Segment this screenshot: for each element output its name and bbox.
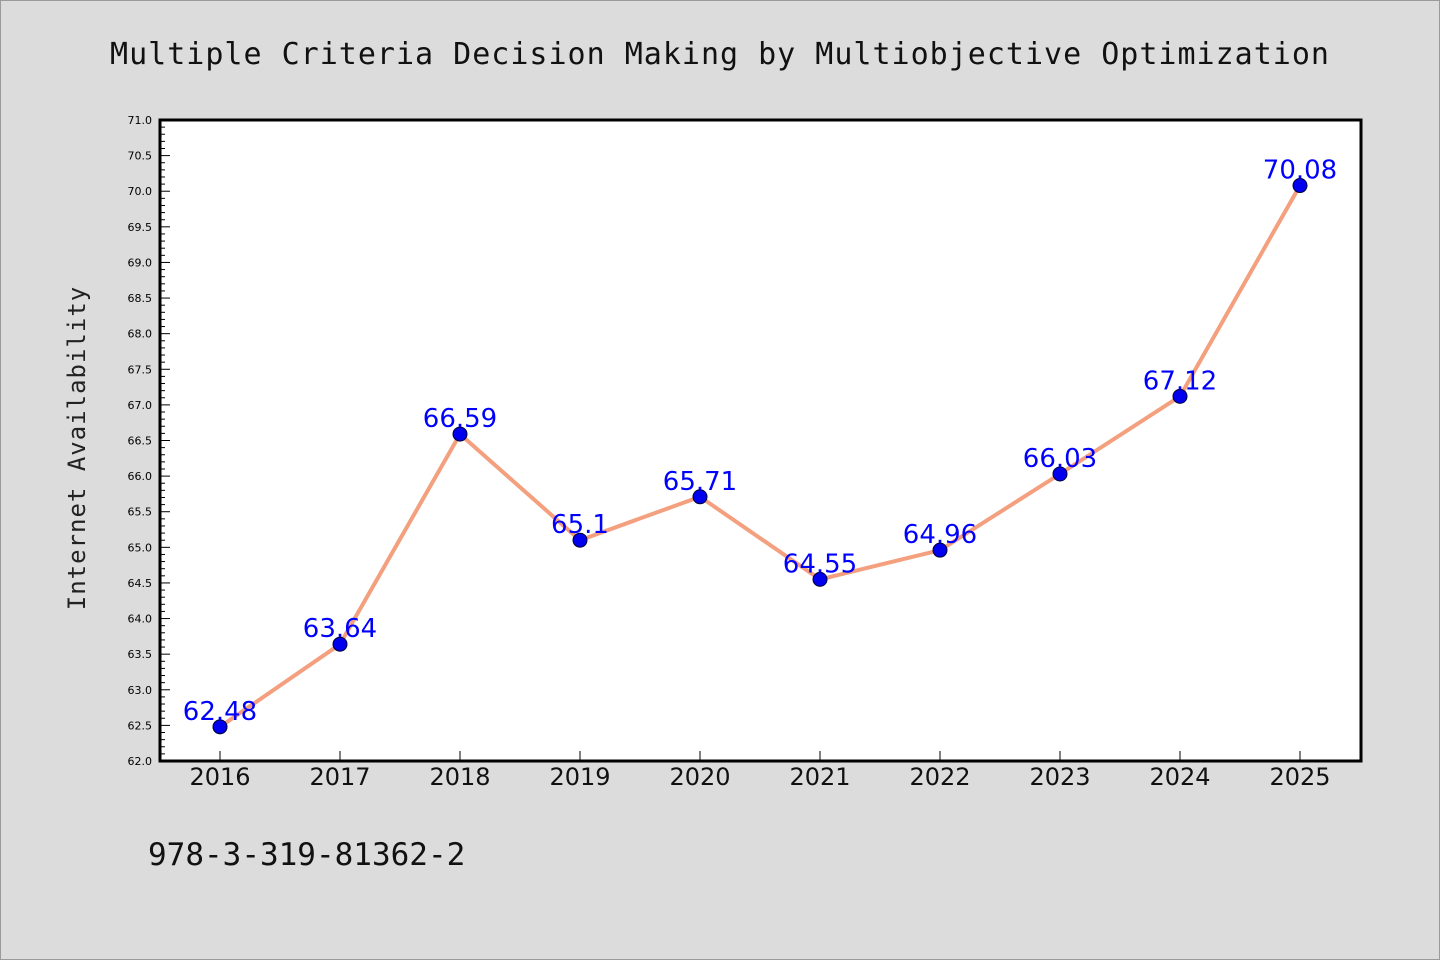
data-point — [932, 542, 948, 558]
y-tick-label: 69.5 — [128, 221, 153, 234]
y-tick-label: 63.5 — [128, 648, 153, 661]
data-point — [812, 571, 828, 587]
y-tick-label: 62.5 — [128, 719, 153, 732]
data-point — [1172, 388, 1188, 404]
data-label: 64.96 — [903, 520, 977, 550]
x-tick-label: 2023 — [1029, 763, 1090, 791]
x-tick-label: 2021 — [789, 763, 850, 791]
y-tick-label: 67.5 — [128, 363, 153, 376]
plot-area — [160, 120, 1361, 761]
y-tick-label: 66.5 — [128, 435, 153, 448]
data-label: 66.59 — [423, 404, 497, 434]
data-point — [1052, 466, 1068, 482]
x-tick-label: 2019 — [549, 763, 610, 791]
data-label: 62.48 — [183, 697, 257, 727]
y-tick-label: 68.5 — [128, 292, 153, 305]
y-ticks: 62.0 62.5 63.0 63.5 64.0 64.5 65.0 65.5 66.0 66.5… — [128, 114, 170, 768]
y-tick-label: 70.0 — [128, 185, 153, 198]
y-tick-label: 68.0 — [128, 328, 153, 341]
y-tick-label: 70.5 — [128, 150, 153, 163]
data-point — [572, 532, 588, 548]
x-tick-label: 2016 — [189, 763, 250, 791]
x-tick-label: 2025 — [1269, 763, 1330, 791]
x-tick-label: 2018 — [429, 763, 490, 791]
data-point — [452, 426, 468, 442]
data-point — [1292, 178, 1308, 194]
data-label: 67.12 — [1143, 366, 1217, 396]
y-tick-label: 65.0 — [128, 541, 153, 554]
y-tick-label: 67.0 — [128, 399, 153, 412]
x-ticks: 2016 2017 2018 2019 2020 2021 2022 2023 2024 2025 — [189, 751, 1331, 791]
chart-title: Multiple Criteria Decision Making by Mul… — [110, 37, 1330, 72]
data-label: 65.1 — [551, 510, 609, 540]
x-tick-label: 2017 — [309, 763, 370, 791]
y-tick-label: 69.0 — [128, 256, 153, 269]
y-tick-label: 64.0 — [128, 613, 153, 626]
x-tick-label: 2020 — [669, 763, 730, 791]
data-point — [212, 719, 228, 735]
data-label: 64.55 — [783, 549, 857, 579]
data-point — [332, 636, 348, 652]
y-tick-label: 63.0 — [128, 684, 153, 697]
y-tick-label: 62.0 — [128, 755, 153, 768]
plot-border — [158, 118, 1363, 763]
data-label: 63.64 — [303, 614, 377, 644]
data-label: 70.08 — [1263, 156, 1337, 186]
data-point — [692, 489, 708, 505]
y-axis-label: Internet Availability — [63, 286, 91, 610]
y-tick-label: 66.0 — [128, 470, 153, 483]
x-tick-label: 2022 — [909, 763, 970, 791]
series-line — [218, 183, 1302, 729]
x-tick-label: 2024 — [1149, 763, 1210, 791]
y-tick-label: 64.5 — [128, 577, 153, 590]
y-tick-label: 65.5 — [128, 506, 153, 519]
data-label: 65.71 — [663, 467, 737, 497]
y-tick-label: 71.0 — [128, 114, 153, 127]
footer-isbn: 978-3-319-81362-2 — [148, 837, 465, 873]
series-layer: 62.48 63.64 66.59 65.1 65.71 64.55 64.96 66.03 6… — [183, 156, 1337, 735]
data-label: 66.03 — [1023, 444, 1097, 474]
